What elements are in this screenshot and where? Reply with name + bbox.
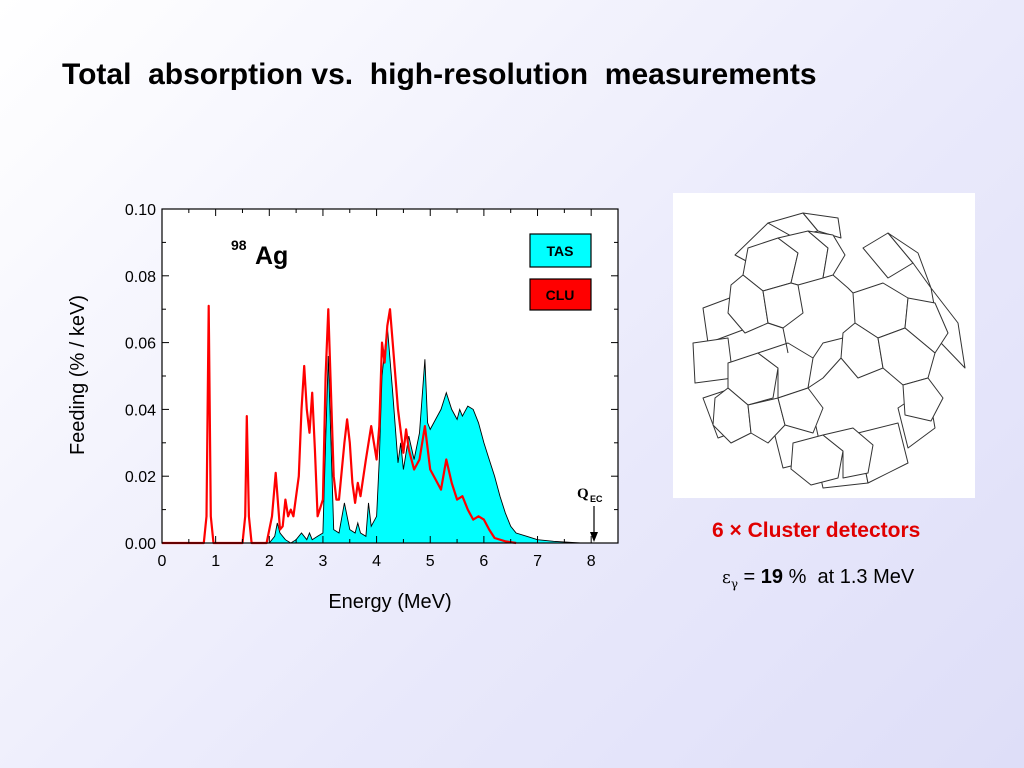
x-tick-label: 1 bbox=[211, 553, 220, 570]
x-tick-label: 5 bbox=[426, 553, 435, 570]
qec-symbol: Q bbox=[577, 486, 589, 502]
x-tick-label: 2 bbox=[265, 553, 274, 570]
y-axis-label: Feeding (% / keV) bbox=[67, 295, 89, 455]
efficiency-subscript: γ bbox=[730, 577, 738, 591]
legend-label-tas: TAS bbox=[547, 243, 574, 259]
efficiency-caption: εγ = 19 % at 1.3 MeV bbox=[722, 566, 914, 591]
x-tick-label: 7 bbox=[533, 553, 542, 570]
y-tick-label: 0.00 bbox=[125, 536, 156, 553]
legend: TAS CLU bbox=[529, 233, 592, 311]
y-tick-label: 0.10 bbox=[125, 202, 156, 219]
caption-title: 6 × Cluster detectors bbox=[712, 519, 921, 542]
y-tick-label: 0.08 bbox=[125, 269, 156, 286]
x-axis-label: Energy (MeV) bbox=[328, 591, 451, 613]
x-tick-label: 8 bbox=[587, 553, 596, 570]
legend-swatch-clu bbox=[529, 278, 592, 311]
efficiency-symbol: ε bbox=[722, 568, 731, 588]
efficiency-equals: = bbox=[743, 566, 761, 588]
legend-swatch-tas bbox=[529, 233, 592, 268]
y-tick-label: 0.02 bbox=[125, 469, 156, 486]
efficiency-rest: at 1.3 MeV bbox=[806, 566, 915, 588]
efficiency-unit: % bbox=[783, 566, 807, 588]
qec-subscript: EC bbox=[590, 494, 603, 504]
qec-annotation: Q EC bbox=[577, 486, 603, 542]
isotope-mass: 98 bbox=[231, 237, 247, 253]
y-tick-label: 0.04 bbox=[125, 402, 156, 419]
isotope-element: Ag bbox=[255, 242, 288, 270]
x-tick-label: 0 bbox=[158, 553, 167, 570]
x-tick-label: 3 bbox=[318, 553, 327, 570]
x-tick-label: 6 bbox=[479, 553, 488, 570]
y-tick-label: 0.06 bbox=[125, 336, 156, 353]
qec-arrow-head bbox=[590, 532, 598, 542]
slide-title: Total absorption vs. high-resolution mea… bbox=[62, 58, 817, 91]
cluster-detector-image bbox=[673, 193, 975, 498]
efficiency-value: 19 bbox=[760, 566, 784, 588]
cluster-detector-drawing bbox=[692, 212, 966, 489]
isotope-label: 98 Ag bbox=[231, 237, 288, 270]
x-tick-label: 4 bbox=[372, 553, 381, 570]
legend-label-clu: CLU bbox=[546, 287, 575, 303]
series-clu-line bbox=[162, 304, 517, 545]
